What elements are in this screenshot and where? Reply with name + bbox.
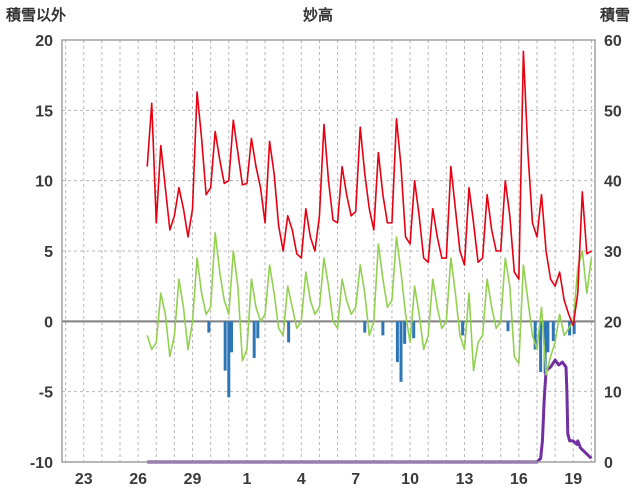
right-axis-tick-label: 40 <box>604 174 622 191</box>
precipitation-bar <box>363 321 367 333</box>
left-axis-tick-label: 0 <box>44 314 53 331</box>
right-axis-tick-label: 0 <box>604 455 613 472</box>
precipitation-bar <box>230 321 234 353</box>
plot-border <box>61 39 596 463</box>
x-axis-tick-label: 4 <box>297 471 306 488</box>
precipitation-bar <box>533 321 537 350</box>
left-axis-tick-label: 20 <box>35 33 53 50</box>
left-axis-title: 積雪以外 <box>6 7 67 24</box>
precipitation-bar <box>256 321 260 339</box>
precipitation-bar <box>227 321 231 398</box>
precipitation-bar <box>412 321 416 339</box>
precipitation-bar <box>506 321 510 332</box>
chart-title: 妙高 <box>302 7 333 24</box>
x-axis-tick-label: 19 <box>564 471 582 488</box>
precipitation-bar <box>223 321 227 371</box>
precipitation-bar <box>546 321 550 353</box>
x-axis-tick-label: 7 <box>351 471 360 488</box>
precipitation-bar <box>395 321 399 363</box>
left-axis-tick-label: -10 <box>30 455 53 472</box>
left-axis-tick-label: 5 <box>44 244 53 261</box>
x-axis-tick-label: 13 <box>456 471 474 488</box>
x-axis-tick-label: 16 <box>510 471 528 488</box>
right-axis-title: 積雪 <box>599 7 630 24</box>
precipitation-bar <box>543 321 547 374</box>
green-series-line <box>146 231 593 376</box>
x-axis-tick-label: 29 <box>184 471 202 488</box>
snow-depth-line <box>147 358 593 464</box>
x-axis-tick-label: 23 <box>75 471 93 488</box>
precipitation-bar <box>461 321 465 336</box>
precipitation-bar <box>207 321 211 333</box>
right-axis-tick-label: 60 <box>604 33 622 50</box>
precipitation-bar <box>399 321 403 382</box>
right-axis-tick-label: 20 <box>604 314 622 331</box>
x-axis-tick-label: 26 <box>129 471 147 488</box>
x-axis-tick-label: 10 <box>401 471 419 488</box>
precipitation-bar <box>403 321 407 344</box>
precipitation-bar <box>252 321 256 358</box>
precipitation-bar <box>572 321 576 334</box>
right-axis-tick-label: 30 <box>604 244 622 261</box>
left-axis-tick-label: 10 <box>35 174 53 191</box>
precipitation-bar <box>551 321 555 342</box>
left-axis-tick-label: 15 <box>35 103 53 120</box>
right-axis-tick-label: 50 <box>604 103 622 120</box>
red-series-line <box>146 50 592 327</box>
precipitation-bar <box>287 321 291 343</box>
left-axis-tick-label: -5 <box>39 385 53 402</box>
x-axis-tick-label: 1 <box>242 471 251 488</box>
right-axis-tick-label: 10 <box>604 385 622 402</box>
precipitation-bar <box>381 321 385 336</box>
precipitation-bar <box>539 321 543 372</box>
